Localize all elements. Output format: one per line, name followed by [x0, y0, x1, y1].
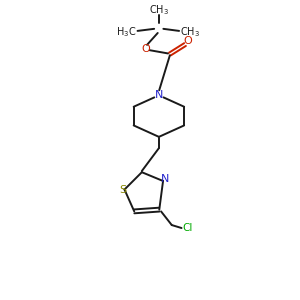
Text: O: O	[141, 44, 150, 54]
Text: CH$_3$: CH$_3$	[180, 25, 200, 39]
Text: N: N	[160, 174, 169, 184]
Text: O: O	[184, 36, 192, 46]
Text: Cl: Cl	[182, 223, 193, 233]
Text: N: N	[155, 90, 163, 100]
Text: CH$_3$: CH$_3$	[149, 3, 169, 17]
Text: S: S	[119, 184, 126, 194]
Text: H$_3$C: H$_3$C	[116, 25, 136, 39]
